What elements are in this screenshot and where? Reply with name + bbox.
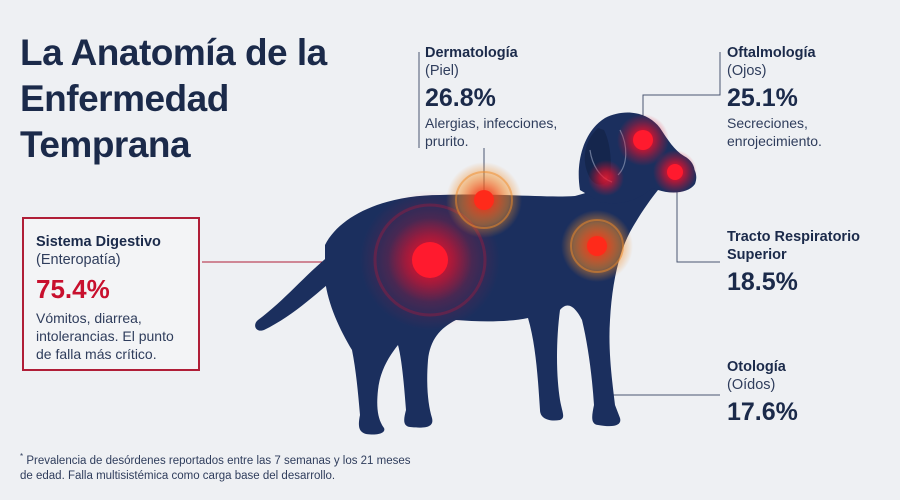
hotspot-respiratory <box>653 150 697 194</box>
digestive-sub: (Enteropatía) <box>36 252 121 268</box>
ophthalmology-description: Secreciones, enrojecimiento. <box>727 115 822 149</box>
hotspot-eye-secondary <box>588 160 624 196</box>
callout-respiratory: Tracto Respiratorio Superior 18.5% <box>727 228 897 298</box>
callout-digestive: Sistema Digestivo (Enteropatía) 75.4% Vó… <box>22 217 200 371</box>
hotspot-ophthalmology <box>617 114 669 166</box>
dermatology-name: Dermatología <box>425 45 518 61</box>
footnote-text: Prevalencia de desórdenes reportados ent… <box>20 454 411 482</box>
digestive-percentage: 75.4% <box>36 274 110 304</box>
callout-dermatology: Dermatología (Piel) 26.8% Alergias, infe… <box>425 44 585 150</box>
hotspot-dermatology <box>446 162 522 238</box>
footnote: * Prevalencia de desórdenes reportados e… <box>20 449 420 484</box>
otology-sub: (Oídos) <box>727 377 776 393</box>
respiratory-connector <box>676 183 720 263</box>
hotspot-otology <box>561 210 633 282</box>
respiratory-percentage: 18.5% <box>727 268 798 296</box>
otology-percentage: 17.6% <box>727 398 798 426</box>
ophthalmology-sub: (Ojos) <box>727 63 767 79</box>
digestive-name: Sistema Digestivo <box>36 234 161 250</box>
ophthalmology-name: Oftalmología <box>727 45 816 61</box>
otology-name: Otología <box>727 359 786 375</box>
callout-otology: Otología (Oídos) 17.6% <box>727 358 887 428</box>
ophthalmology-percentage: 25.1% <box>727 84 798 112</box>
page-title: La Anatomía de la Enfermedad Temprana <box>20 32 327 165</box>
dermatology-sub: (Piel) <box>425 63 459 79</box>
digestive-description: Vómitos, diarrea, intolerancias. El punt… <box>36 310 174 362</box>
dermatology-percentage: 26.8% <box>425 84 496 112</box>
callout-ophthalmology: Oftalmología (Ojos) 25.1% Secreciones, e… <box>727 44 887 150</box>
respiratory-name: Tracto Respiratorio Superior <box>727 229 860 263</box>
dermatology-description: Alergias, infecciones, prurito. <box>425 115 558 149</box>
footnote-marker: * <box>20 452 24 461</box>
